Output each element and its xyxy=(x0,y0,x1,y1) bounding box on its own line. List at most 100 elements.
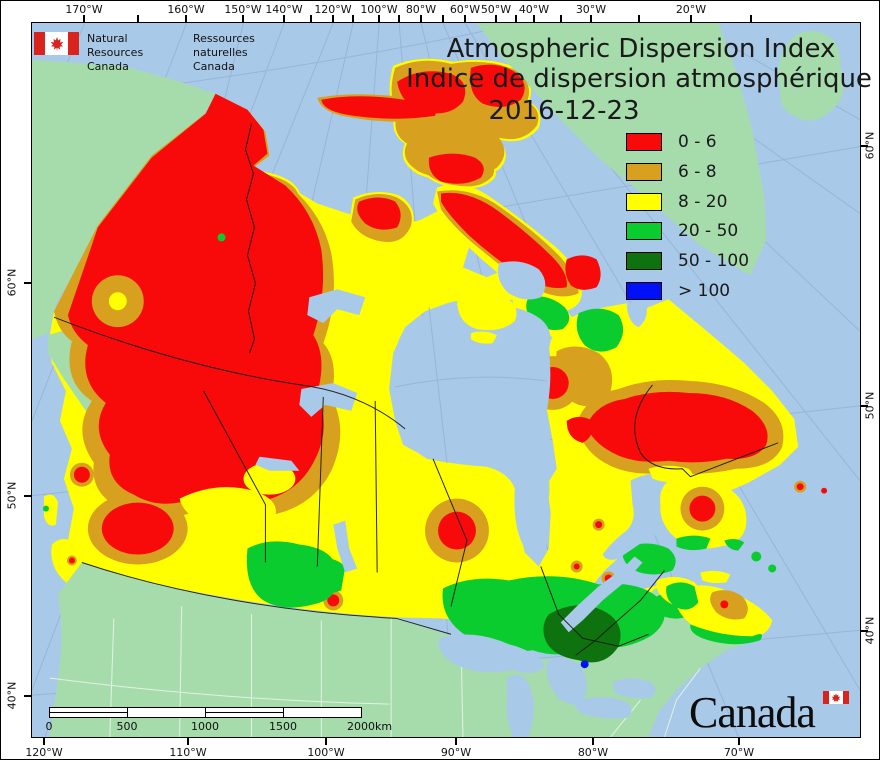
axis-label-left: 60°N xyxy=(5,268,19,297)
scale-bar-segment xyxy=(283,707,362,718)
axis-tick-top xyxy=(242,15,244,22)
dept-en-line2: Canada xyxy=(87,60,129,73)
hudson-bay xyxy=(393,303,551,563)
legend-row: 50 - 100 xyxy=(626,251,750,272)
legend-row: 0 - 6 xyxy=(626,132,717,152)
scale-bar-segment xyxy=(127,707,206,718)
axis-label-bottom: 110°W xyxy=(169,746,207,759)
lake-michigan xyxy=(506,674,534,737)
legend-label: 6 - 8 xyxy=(678,161,717,182)
axis-tick-top xyxy=(590,15,592,22)
canada-adi-map xyxy=(32,23,860,737)
scale-bar-midline xyxy=(50,712,127,713)
legend-swatch xyxy=(626,133,662,151)
axis-tick-top xyxy=(533,15,535,22)
axis-label-right: 50°N xyxy=(863,391,877,420)
axis-tick-top xyxy=(332,15,334,22)
greenland xyxy=(476,23,767,276)
scale-bar-number: 500 xyxy=(116,720,138,733)
canada-flag-icon xyxy=(34,32,79,55)
axis-tick-top xyxy=(137,15,139,22)
axis-label-right: 60°N xyxy=(863,131,877,160)
adi-regions-0-6 xyxy=(67,64,828,615)
legend-label: 50 - 100 xyxy=(678,251,750,272)
axis-tick-bottom xyxy=(592,738,594,745)
axis-tick-right xyxy=(861,630,868,632)
legend-row: 8 - 20 xyxy=(626,192,727,212)
axis-tick-top xyxy=(495,15,497,22)
adi-gt100-dot xyxy=(580,660,589,669)
legend-label: 0 - 6 xyxy=(678,132,717,152)
axis-label-top: 100°W xyxy=(360,3,398,16)
axis-tick-left xyxy=(24,495,31,497)
axis-label-top: 50°W xyxy=(480,3,512,16)
axis-tick-bottom xyxy=(325,738,327,745)
axis-tick-top xyxy=(83,15,85,22)
southampton-island xyxy=(456,293,517,331)
map-frame xyxy=(31,22,861,738)
pei xyxy=(700,570,731,584)
foxe-basin xyxy=(497,261,546,300)
scale-bar-number: 1500 xyxy=(269,720,297,733)
legend-swatch xyxy=(626,192,662,211)
axis-tick-right xyxy=(861,405,868,407)
legend-label: > 100 xyxy=(678,281,731,301)
scale-bar-unit: km xyxy=(375,720,393,733)
legend-swatch xyxy=(626,252,662,271)
graticule-over-bay xyxy=(395,307,547,463)
iceland xyxy=(778,31,844,121)
axis-tick-top xyxy=(560,15,562,22)
axis-tick-left xyxy=(24,282,31,284)
political-boundaries xyxy=(53,123,779,656)
axis-label-bottom: 120°W xyxy=(25,746,63,759)
scale-bar-number: 2000 xyxy=(347,720,375,733)
legend-row: > 100 xyxy=(626,281,731,301)
scale-bar: 0 500 1000 1500 2000 km xyxy=(45,707,409,737)
lake-erie xyxy=(572,697,632,719)
lake-huron xyxy=(546,657,587,705)
maple-leaf-icon xyxy=(50,36,63,51)
dept-fr-line1: Ressources naturelles xyxy=(193,32,255,59)
scale-bar-number: 1000 xyxy=(191,720,219,733)
axis-label-top: 60°W xyxy=(449,3,481,16)
alaska xyxy=(32,59,216,340)
scale-bar-segment xyxy=(205,707,284,718)
axis-tick-left xyxy=(24,695,31,697)
axis-tick-right xyxy=(861,145,868,147)
axis-label-bottom: 100°W xyxy=(307,746,345,759)
scale-bar-segment xyxy=(49,707,128,718)
axis-tick-top xyxy=(690,15,692,22)
maple-leaf-icon xyxy=(831,692,841,703)
dept-name-fr: Ressources naturelles Canada xyxy=(193,32,289,74)
legend-row: 20 - 50 xyxy=(626,221,738,241)
scale-bar-number: 0 xyxy=(45,720,53,733)
axis-label-top: 140°W xyxy=(265,3,303,16)
axis-label-top: 30°W xyxy=(575,3,607,16)
axis-label-top: 20°W xyxy=(675,3,707,16)
adi-regions-high xyxy=(543,605,621,669)
axis-tick-top xyxy=(378,15,380,22)
axis-tick-top xyxy=(398,15,400,22)
great-bear-lake xyxy=(307,289,366,324)
lake-winnipeg xyxy=(333,520,358,573)
st-lawrence-river xyxy=(560,556,643,633)
lake-athabasca xyxy=(255,456,300,471)
axis-label-top: 80°W xyxy=(405,3,437,16)
axis-tick-top xyxy=(420,15,422,22)
axis-tick-bottom xyxy=(43,738,45,745)
lake-ontario xyxy=(612,678,656,699)
axis-tick-top xyxy=(515,15,517,22)
axis-label-bottom: 80°W xyxy=(577,746,609,759)
atlantic-region xyxy=(456,293,773,645)
axis-tick-top xyxy=(464,15,466,22)
axis-tick-top xyxy=(442,15,444,22)
axis-tick-top xyxy=(750,15,752,22)
dept-fr-line2: Canada xyxy=(193,60,235,73)
dept-en-line1: Natural Resources xyxy=(87,32,144,59)
legend-row: 6 - 8 xyxy=(626,161,717,182)
nrcan-signature: Natural Resources Canada Ressources natu… xyxy=(34,32,289,74)
axis-tick-top xyxy=(185,15,187,22)
axis-label-top: 150°W xyxy=(224,3,262,16)
axis-label-left: 40°N xyxy=(5,681,19,710)
axis-tick-top xyxy=(310,15,312,22)
